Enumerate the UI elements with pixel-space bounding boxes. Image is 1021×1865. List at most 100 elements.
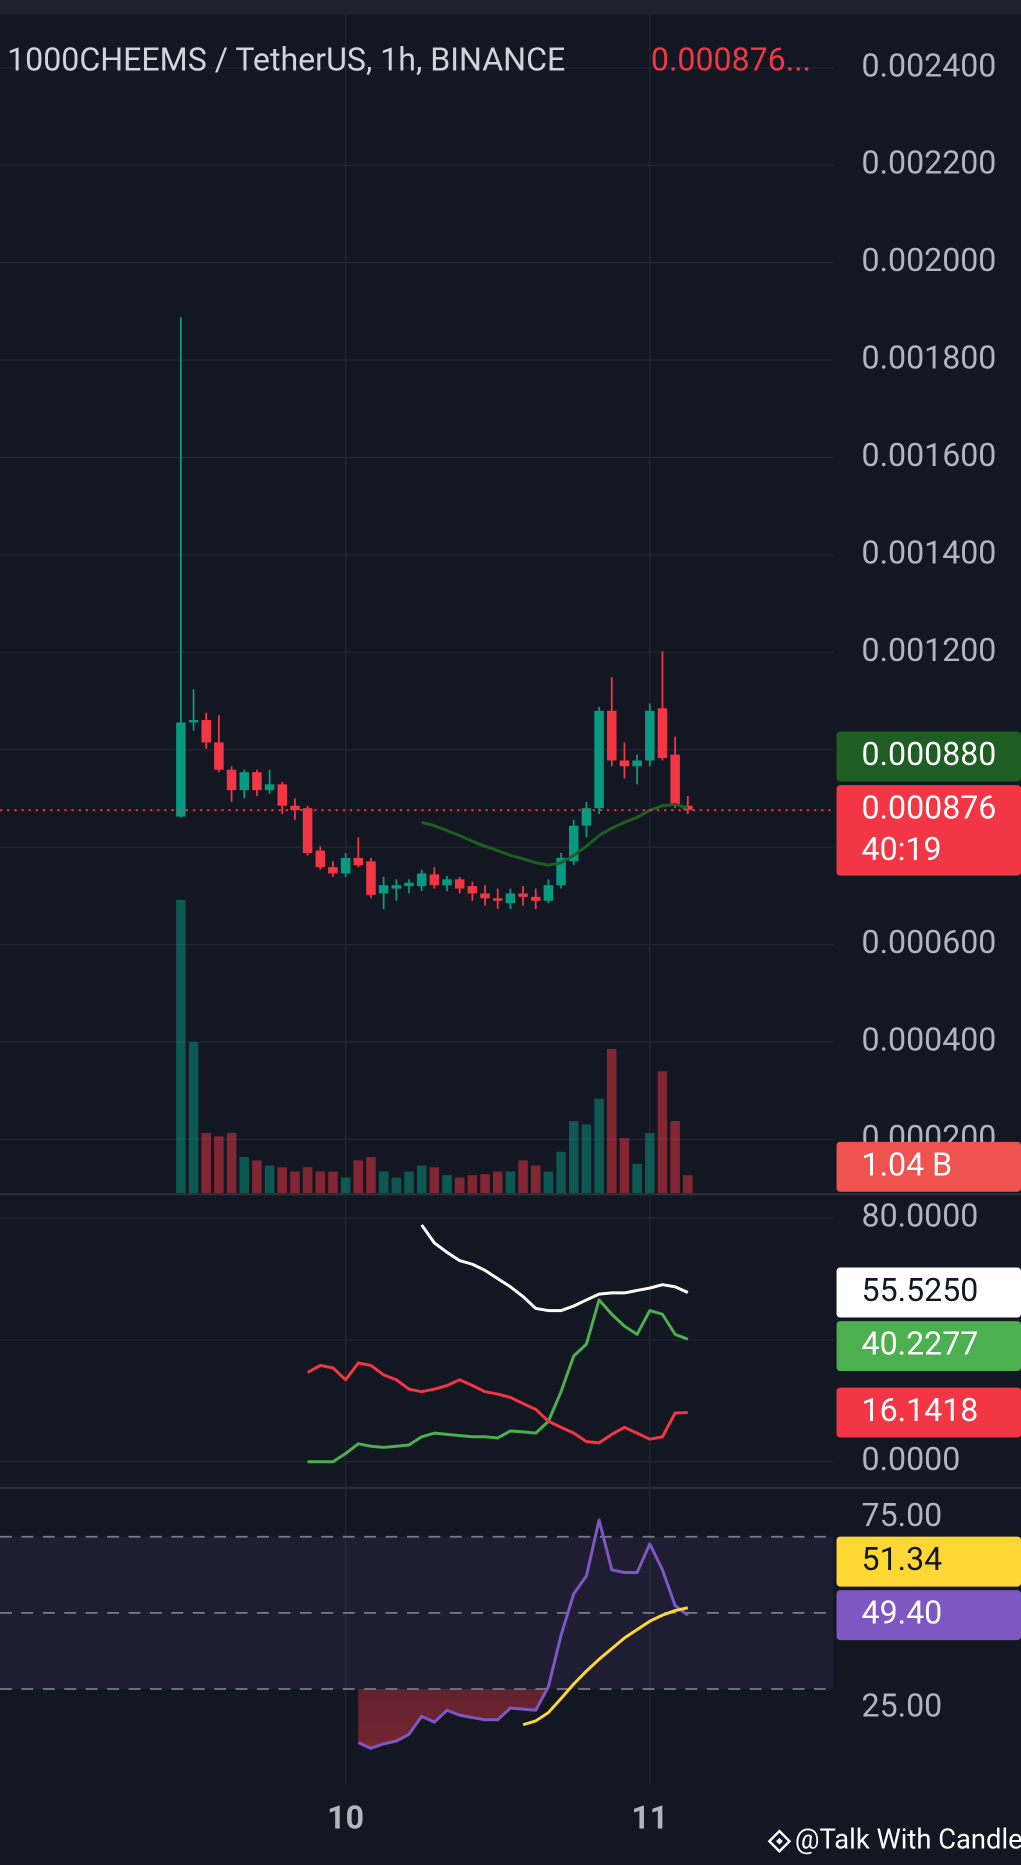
volume-bar [480,1174,490,1193]
candle-body [290,805,300,811]
candle-body [657,708,668,759]
indicator-line [421,802,689,867]
y-tick-label: 0.001600 [862,436,997,474]
candle-body [214,742,224,770]
candle-body [645,710,655,761]
countdown: 40:19 [862,830,942,868]
volume-bar [581,1124,592,1193]
volume-bar [657,1071,668,1193]
indicator-line [357,1518,689,1750]
title-price: 0.000876... [651,40,811,78]
candle-body [581,808,592,826]
y-tick-label: 25.00 [862,1686,943,1724]
candle-body [201,720,211,743]
volume-bar [226,1132,237,1193]
candle-body [378,885,389,894]
indicator-line [307,1298,689,1464]
y-tick-label: 0.000600 [862,923,997,961]
candle-body [353,857,364,866]
price-label: 51.34 [862,1540,943,1578]
candle-body [670,754,680,806]
volume-bar [328,1171,338,1193]
top-bar [0,0,1021,15]
volume-bar [353,1160,364,1193]
candle-body [518,893,528,897]
volume-bar [568,1120,579,1193]
y-tick-label: 0.002200 [862,144,997,182]
volume-bar [632,1163,642,1193]
price-label-box [836,1536,1021,1587]
volume-bar [239,1156,250,1193]
y-tick-label: 0.002000 [862,241,997,279]
volume-bar [188,1042,199,1193]
candle-body [366,861,376,895]
price-label: 55.5250 [862,1271,979,1309]
indicator-line [306,1361,688,1445]
volume-bar [391,1177,402,1193]
volume-bar [607,1048,617,1193]
volume-bar [492,1171,503,1193]
price-label: 16.1418 [862,1391,979,1429]
candle-body [480,893,490,899]
price-label: 0.000880 [862,735,997,773]
candle-body [568,825,579,862]
volume-bar [530,1165,541,1193]
y-tick-label: 0.000400 [862,1020,997,1058]
candle-body [277,784,288,806]
candle-body [543,885,554,901]
volume-bar [518,1160,528,1193]
price-label: 0.000876 [862,789,997,827]
candle-body [226,769,237,791]
x-tick-label: 10 [327,1798,364,1836]
volume-bar [556,1151,566,1193]
candle-body [454,879,465,889]
volume-bar [442,1175,452,1193]
price-label-box [836,785,1021,876]
candle-body [505,893,516,904]
volume-bar [594,1098,604,1193]
price-label-box [836,1321,1021,1372]
volume-bar [252,1160,262,1193]
volume-bar [277,1167,288,1193]
candle-body [429,874,440,886]
watermark: @Talk With Candle [795,1823,1021,1855]
candle-body [530,896,541,901]
volume-bar [366,1156,376,1193]
indicator-line [420,1224,689,1313]
candle-body [594,710,604,809]
candle-body [391,885,402,889]
volume-bar [619,1138,630,1193]
volume-bar [340,1177,351,1193]
candle-body [188,720,199,723]
x-tick-label: 11 [631,1798,668,1836]
candle-body [239,772,250,791]
candle-body [252,772,262,791]
candle-body [416,873,427,887]
candle-body [492,898,503,901]
oversold-fill [358,1688,688,1749]
candle-body [442,879,452,886]
volume-bar [302,1167,313,1193]
y-tick-label: 75.00 [862,1496,943,1534]
indicator-line [522,1606,689,1727]
price-label: 1.04 B [862,1145,953,1183]
volume-bar [201,1132,211,1193]
y-tick-label: 0.001400 [862,533,997,571]
price-label-box [836,1141,1021,1192]
volume-bar [670,1120,680,1193]
price-label-box [836,1590,1021,1641]
price-label-box [836,731,1021,782]
candle-body [607,710,617,761]
price-label: 40.2277 [862,1325,979,1363]
candle-body [467,886,478,894]
volume-bar [683,1175,693,1193]
volume-bar [645,1132,655,1193]
volume-bar [290,1171,300,1193]
candle-body [302,808,313,854]
volume-bar [315,1171,326,1193]
y-tick-label: 0.001800 [862,339,997,377]
candle-body [632,760,642,767]
icon [767,1829,792,1853]
